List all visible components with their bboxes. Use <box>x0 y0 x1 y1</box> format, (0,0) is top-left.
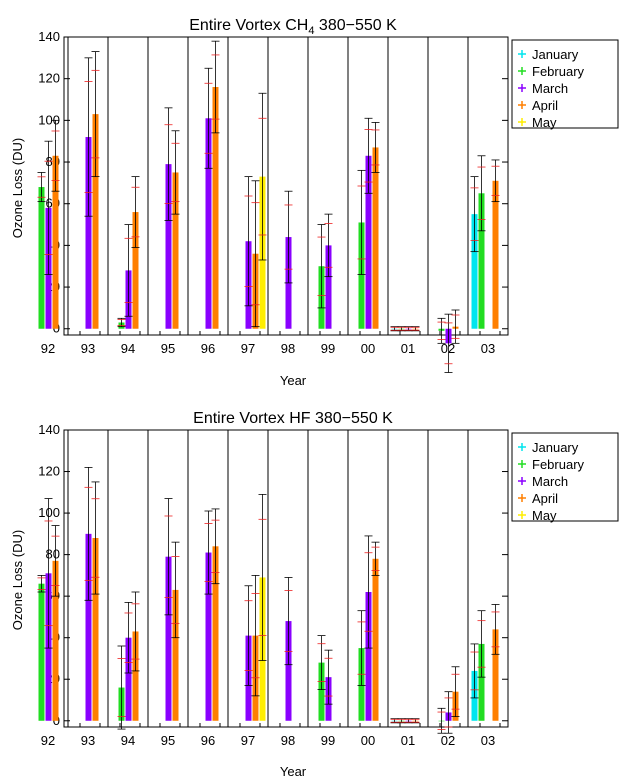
x-tick-label: 95 <box>161 733 175 748</box>
y-tick-label: 80 <box>46 547 60 562</box>
bar-march <box>365 592 372 721</box>
chart-2-title-main: Entire Vortex HF 380−550 K <box>193 410 393 427</box>
x-tick-label: 93 <box>81 733 95 748</box>
bar-april <box>52 560 59 721</box>
bar-march <box>325 245 332 329</box>
x-tick-label: 01 <box>401 341 415 356</box>
bar-april <box>92 538 99 721</box>
x-tick-label: 02 <box>441 733 455 748</box>
plot-frame <box>63 36 509 336</box>
bar-january <box>471 214 478 329</box>
y-tick-label: 120 <box>38 464 60 479</box>
x-tick-label: 97 <box>241 733 255 748</box>
bar-april <box>132 212 139 329</box>
x-tick-label: 95 <box>161 341 175 356</box>
legend-label: January <box>532 47 579 62</box>
y-tick-label: 140 <box>38 422 60 437</box>
bar-april <box>372 558 379 721</box>
bar-april <box>132 631 139 721</box>
chart-1-legend: January February March April May <box>511 39 619 130</box>
bar-april <box>172 589 179 721</box>
x-tick-label: 00 <box>361 341 375 356</box>
bar-february <box>38 187 45 329</box>
bar-april <box>212 87 219 329</box>
legend-label: May <box>532 115 557 130</box>
x-tick-label: 01 <box>401 733 415 748</box>
plot-frame <box>63 429 509 728</box>
chart-1: Entire Vortex CH4 380−550 K Year Ozone L… <box>10 17 509 388</box>
legend-label: April <box>532 491 558 506</box>
legend-box <box>511 39 619 129</box>
chart-2: Entire Vortex HF 380−550 K Year Ozone Lo… <box>10 410 509 778</box>
x-tick-label: 94 <box>121 341 135 356</box>
x-tick-label: 99 <box>321 733 335 748</box>
x-tick-label: 98 <box>281 733 295 748</box>
bar-march <box>85 137 92 329</box>
bar-april <box>212 546 219 721</box>
bar-april <box>492 180 499 329</box>
legend-label: March <box>532 474 568 489</box>
x-tick-label: 96 <box>201 341 215 356</box>
x-tick-label: 03 <box>481 733 495 748</box>
chart-2-plot: 0204060801001201409293949596979899000102… <box>37 422 509 748</box>
legend-label: March <box>532 81 568 96</box>
x-tick-label: 92 <box>41 733 55 748</box>
bar-march <box>125 637 132 721</box>
bar-february <box>318 662 325 721</box>
x-tick-label: 93 <box>81 341 95 356</box>
legend-label: May <box>532 508 557 523</box>
bar-april <box>372 147 379 329</box>
y-tick-label: 100 <box>38 112 60 127</box>
x-tick-label: 03 <box>481 341 495 356</box>
bar-march <box>165 164 172 329</box>
chart-2-xlabel: Year <box>280 764 307 778</box>
bar-march <box>205 552 212 721</box>
y-tick-label: 140 <box>38 29 60 44</box>
chart-2-title: Entire Vortex HF 380−550 K <box>193 410 393 427</box>
x-tick-label: 96 <box>201 733 215 748</box>
bar-february <box>358 222 365 329</box>
bar-february <box>478 193 485 329</box>
chart-2-ylabel: Ozone Loss (DU) <box>10 530 25 630</box>
x-tick-label: 99 <box>321 341 335 356</box>
x-tick-label: 94 <box>121 733 135 748</box>
chart-1-title-sub: 4 <box>308 25 314 37</box>
chart-1-title: Entire Vortex CH4 380−550 K <box>189 17 397 37</box>
x-tick-label: 97 <box>241 341 255 356</box>
bar-february <box>38 583 45 721</box>
bar-february <box>478 643 485 721</box>
y-tick-label: 100 <box>38 505 60 520</box>
bar-march <box>285 621 292 721</box>
chart-1-xlabel: Year <box>280 373 307 388</box>
x-tick-label: 98 <box>281 341 295 356</box>
legend-box <box>511 432 619 522</box>
legend-label: February <box>532 64 585 79</box>
x-tick-label: 02 <box>441 341 455 356</box>
x-tick-label: 92 <box>41 341 55 356</box>
bar-march <box>85 533 92 721</box>
bar-april <box>92 114 99 329</box>
bar-april <box>52 155 59 329</box>
chart-1-title-main: Entire Vortex CH <box>189 17 308 34</box>
chart-1-ylabel: Ozone Loss (DU) <box>10 138 25 238</box>
bar-april <box>492 629 499 721</box>
bar-april <box>172 172 179 329</box>
bar-march <box>165 556 172 721</box>
legend-label: April <box>532 98 558 113</box>
legend-label: February <box>532 457 585 472</box>
chart-1-title-tail: 380−550 K <box>314 17 397 34</box>
bar-march <box>365 155 372 329</box>
chart-2-legend: January February March April May <box>511 432 619 523</box>
x-tick-label: 00 <box>361 733 375 748</box>
chart-1-plot: 0204060801001201409293949596979899000102… <box>37 29 509 373</box>
legend-label: January <box>532 440 579 455</box>
bar-march <box>205 118 212 329</box>
y-tick-label: 120 <box>38 71 60 86</box>
